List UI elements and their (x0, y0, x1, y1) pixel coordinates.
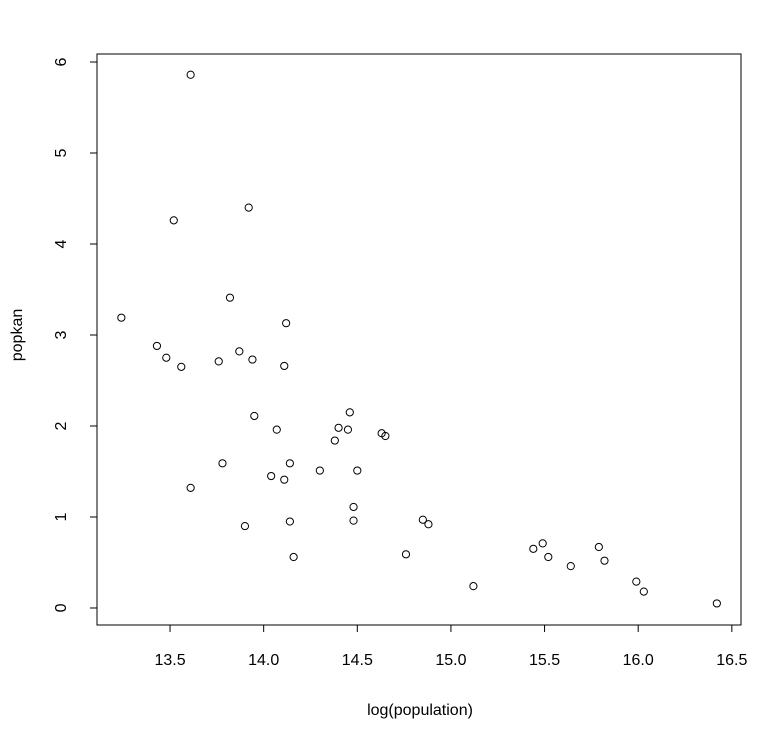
point (225, 293, 235, 302)
point (218, 459, 227, 468)
point (424, 520, 433, 529)
point (285, 459, 294, 468)
point (469, 582, 478, 591)
point (267, 471, 276, 481)
x-axis-label: log(population) (367, 702, 473, 719)
point (538, 539, 547, 548)
point (250, 411, 259, 421)
x-tick-label: 16.0 (623, 652, 654, 669)
point (169, 216, 178, 225)
point (712, 599, 721, 608)
x-tick-label: 15.5 (529, 652, 560, 669)
x-tick-label: 15.0 (435, 652, 466, 669)
point (343, 425, 353, 434)
point (280, 475, 289, 484)
point (186, 483, 195, 492)
point (353, 466, 362, 475)
point (349, 502, 358, 512)
y-tick-label: 2 (53, 421, 70, 430)
x-tick-label: 14.5 (342, 652, 373, 669)
point (639, 587, 648, 596)
point (381, 431, 390, 441)
y-tick-label: 5 (53, 148, 70, 157)
y-tick-label: 4 (53, 239, 70, 248)
point (594, 542, 603, 552)
point (244, 203, 253, 212)
y-tick-label: 3 (53, 330, 70, 339)
point (240, 521, 250, 531)
point (334, 423, 343, 432)
point (315, 466, 324, 475)
point (600, 556, 609, 565)
point (248, 355, 257, 364)
point (418, 515, 427, 524)
point (401, 550, 411, 559)
point (186, 70, 195, 79)
point (544, 552, 553, 562)
point (214, 357, 223, 366)
point (280, 361, 289, 371)
y-axis-label: popkan (9, 309, 26, 362)
point (162, 353, 171, 362)
x-tick-label: 14.0 (248, 652, 279, 669)
point (235, 347, 244, 356)
point (566, 562, 575, 571)
point (345, 408, 354, 417)
point (117, 313, 126, 322)
point (282, 319, 291, 328)
point (285, 517, 294, 526)
point (529, 544, 538, 553)
y-tick-label: 0 (53, 603, 70, 612)
point (349, 516, 358, 525)
y-tick-label: 6 (53, 57, 70, 66)
x-tick-label: 13.5 (154, 652, 185, 669)
y-tick-label: 1 (53, 512, 70, 521)
plot-frame (96, 53, 742, 626)
point (272, 425, 281, 434)
point (177, 362, 186, 371)
point (289, 552, 298, 562)
x-tick-label: 16.5 (716, 652, 747, 669)
point (632, 577, 641, 586)
point (152, 341, 162, 351)
point (330, 436, 339, 445)
